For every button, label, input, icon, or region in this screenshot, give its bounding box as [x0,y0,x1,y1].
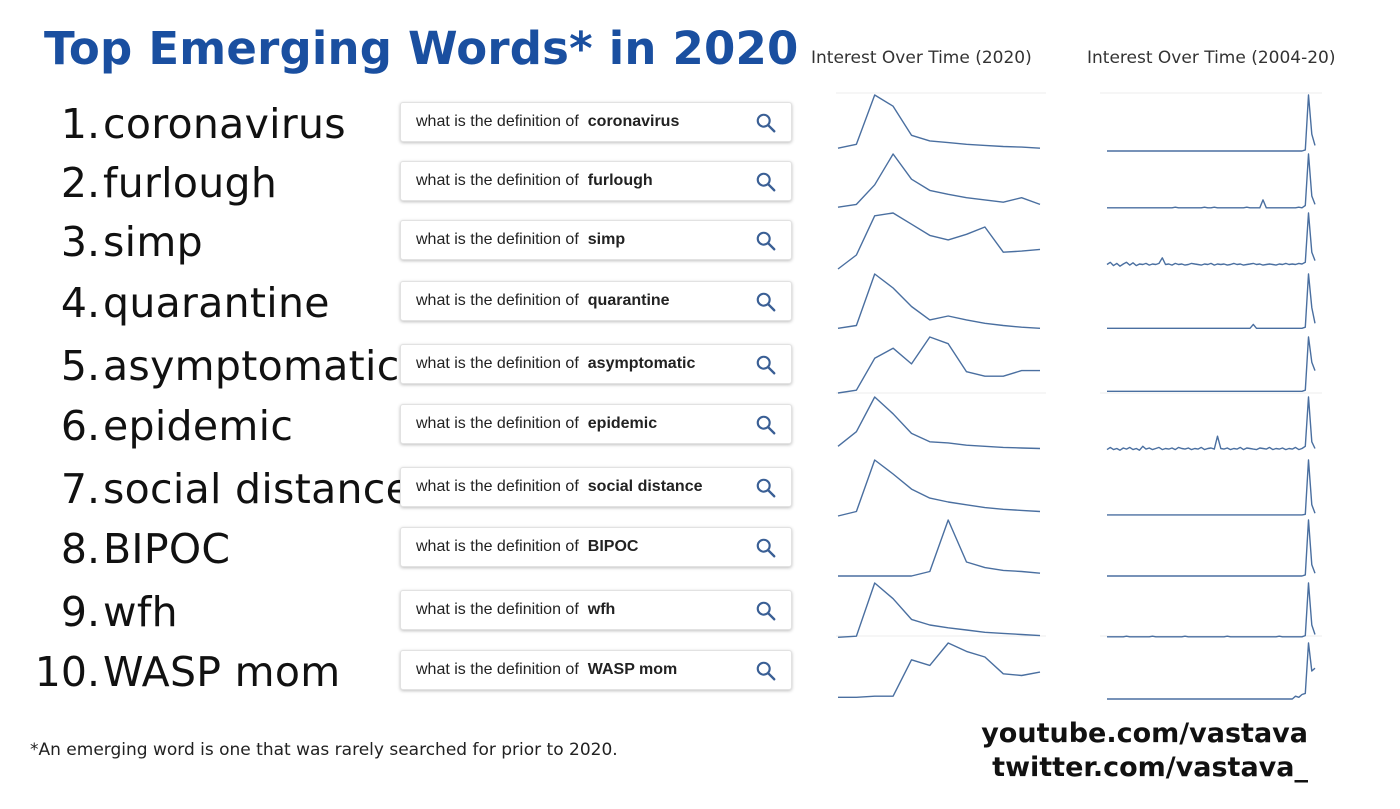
word-label: epidemic [103,402,294,450]
word-row: 10. WASP mom what is the definition of WASP… [0,642,1400,702]
youtube-link[interactable]: youtube.com/vastava [981,718,1308,749]
sparkline-2004-20 [1106,396,1316,451]
sparkline-2020 [837,336,1040,394]
twitter-link[interactable]: twitter.com/vastava_ [992,752,1308,783]
search-box[interactable]: what is the definition of simp [400,220,792,260]
rank-number: 2. [60,159,100,207]
sparkline-2020 [837,94,1041,149]
word-label: BIPOC [103,525,231,573]
rank-number: 4. [60,279,100,327]
search-icon[interactable] [755,600,777,622]
search-term: simp [587,231,626,248]
search-term: epidemic [587,415,658,432]
sparkline-2004-20 [1107,94,1316,152]
word-row: 3. simp what is the definition of simp [0,212,1400,272]
sparkline-2020 [837,273,1041,329]
word-row: 1. coronavirus what is the definition of co… [0,94,1400,154]
sparkline-2004-20 [1107,582,1316,638]
rank-number: 3. [60,218,100,266]
search-box[interactable]: what is the definition of social distance [400,467,792,507]
rank-number: 5. [60,342,100,390]
search-icon[interactable] [755,354,777,376]
sparkline-2020 [837,212,1041,270]
search-icon[interactable] [755,660,777,682]
search-term: coronavirus [587,113,680,130]
search-term: BIPOC [587,538,639,555]
search-prefix: what is the definition of [416,231,579,248]
search-box[interactable]: what is the definition of coronavirus [400,102,792,142]
search-prefix: what is the definition of [416,355,579,372]
search-term: social distance [587,478,703,495]
sparkline-2020 [837,153,1041,208]
sparkline-2020 [837,582,1041,638]
search-prefix: what is the definition of [416,113,579,130]
sparkline-2004-20 [1107,519,1316,577]
word-row: 5. asymptomatic what is the definition of a… [0,336,1400,396]
search-term: asymptomatic [587,355,696,372]
word-row: 2. furlough what is the definition of furlo… [0,153,1400,213]
word-label: social distance [103,465,412,513]
rank-number: 7. [60,465,100,513]
search-term: wfh [587,601,616,618]
search-prefix: what is the definition of [416,601,579,618]
sparkline-2004-20 [1107,153,1316,209]
rank-number: 10. [34,648,100,696]
word-label: coronavirus [103,100,346,148]
search-icon[interactable] [755,537,777,559]
word-label: wfh [103,588,178,636]
search-box[interactable]: what is the definition of asymptomatic [400,344,792,384]
search-prefix: what is the definition of [416,172,579,189]
search-prefix: what is the definition of [416,538,579,555]
rank-number: 9. [60,588,100,636]
search-box[interactable]: what is the definition of furlough [400,161,792,201]
header-interest-2004-20: Interest Over Time (2004-20) [1087,48,1336,68]
sparkline-2020 [838,642,1041,698]
page-title: Top Emerging Words* in 2020 [44,22,799,75]
footnote: *An emerging word is one that was rarely… [30,740,618,760]
sparkline-2004-20 [1107,459,1316,516]
search-prefix: what is the definition of [416,415,579,432]
search-box[interactable]: what is the definition of BIPOC [400,527,792,567]
search-icon[interactable] [755,291,777,313]
search-icon[interactable] [755,230,777,252]
search-term: furlough [587,172,653,189]
word-row: 9. wfh what is the definition of wfh [0,582,1400,642]
word-label: WASP mom [103,648,341,696]
word-label: quarantine [103,279,330,327]
search-icon[interactable] [755,414,777,436]
search-term: quarantine [587,292,670,309]
sparkline-2020 [837,396,1041,450]
search-prefix: what is the definition of [416,661,579,678]
search-box[interactable]: what is the definition of quarantine [400,281,792,321]
word-label: simp [103,218,203,266]
search-box[interactable]: what is the definition of epidemic [400,404,792,444]
word-label: asymptomatic [103,342,400,390]
word-row: 8. BIPOC what is the definition of BIPOC [0,519,1400,579]
rank-number: 8. [60,525,100,573]
word-row: 7. social distance what is the definition … [0,459,1400,519]
search-prefix: what is the definition of [416,292,579,309]
sparkline-2004-20 [1107,336,1316,392]
search-icon[interactable] [755,112,777,134]
rank-number: 6. [60,402,100,450]
sparkline-2020 [838,519,1041,577]
search-icon[interactable] [755,477,777,499]
sparkline-2004-20 [1107,642,1316,700]
search-icon[interactable] [755,171,777,193]
word-row: 4. quarantine what is the definition of qua… [0,273,1400,333]
word-row: 6. epidemic what is the definition of epide… [0,396,1400,456]
rank-number: 1. [60,100,100,148]
search-term: WASP mom [587,661,678,678]
search-box[interactable]: what is the definition of WASP mom [400,650,792,690]
word-label: furlough [103,159,278,207]
sparkline-2020 [837,459,1041,517]
sparkline-2004-20 [1107,273,1316,329]
search-prefix: what is the definition of [416,478,579,495]
header-interest-2020: Interest Over Time (2020) [811,48,1032,68]
sparkline-2004-20 [1106,212,1316,267]
search-box[interactable]: what is the definition of wfh [400,590,792,630]
